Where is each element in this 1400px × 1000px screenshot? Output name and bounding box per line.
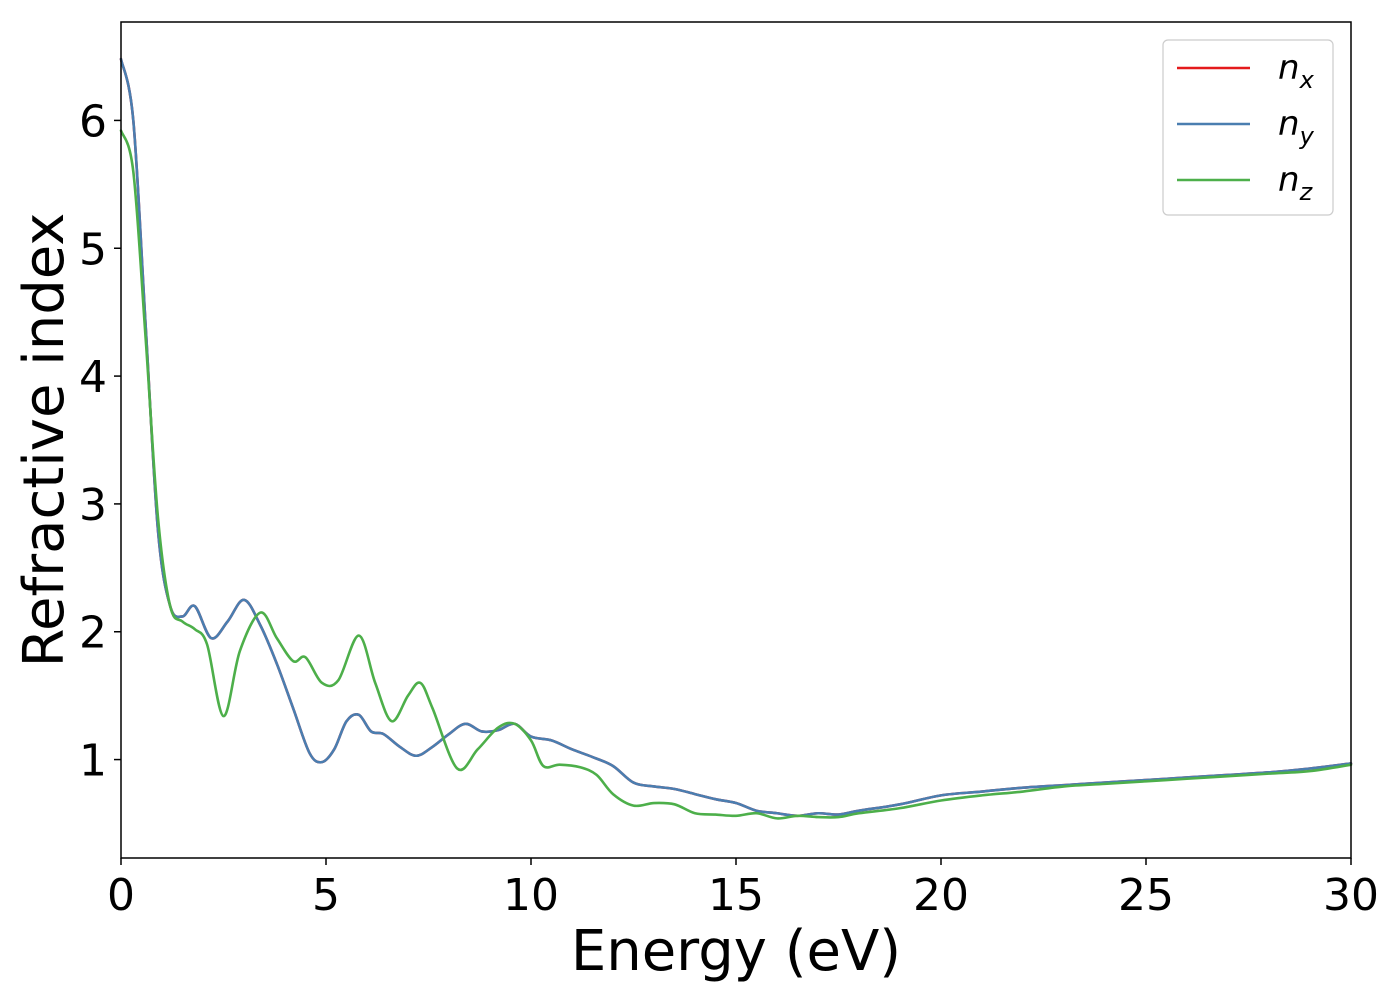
- y-tick-label: 3: [79, 480, 107, 531]
- legend-box: [1162, 39, 1334, 216]
- y-axis-label: Refractive index: [12, 213, 77, 668]
- x-tick-label: 20: [913, 870, 969, 921]
- x-tick-label: 15: [708, 870, 764, 921]
- y-tick-label: 2: [79, 608, 107, 659]
- series-line-nz: [119, 129, 1353, 820]
- x-tick-label: 30: [1323, 870, 1379, 921]
- y-axis-ticks: 1 2 3 4 5 6: [79, 96, 121, 787]
- plot-lines: [119, 57, 1353, 820]
- y-tick-label: 1: [79, 736, 107, 787]
- x-tick-label: 10: [503, 870, 559, 921]
- x-axis-ticks: 0 5 10 15 20 25 30: [107, 858, 1379, 921]
- y-tick-label: 4: [79, 352, 107, 403]
- y-tick-label: 5: [79, 224, 107, 275]
- legend-subscript: y: [1299, 122, 1315, 150]
- x-tick-label: 5: [312, 870, 340, 921]
- x-tick-label: 25: [1118, 870, 1174, 921]
- x-tick-label: 0: [107, 870, 135, 921]
- y-tick-label: 6: [79, 96, 107, 147]
- x-axis-label: Energy (eV): [571, 919, 901, 984]
- legend-subscript: x: [1299, 66, 1315, 94]
- legend-subscript: z: [1299, 178, 1314, 206]
